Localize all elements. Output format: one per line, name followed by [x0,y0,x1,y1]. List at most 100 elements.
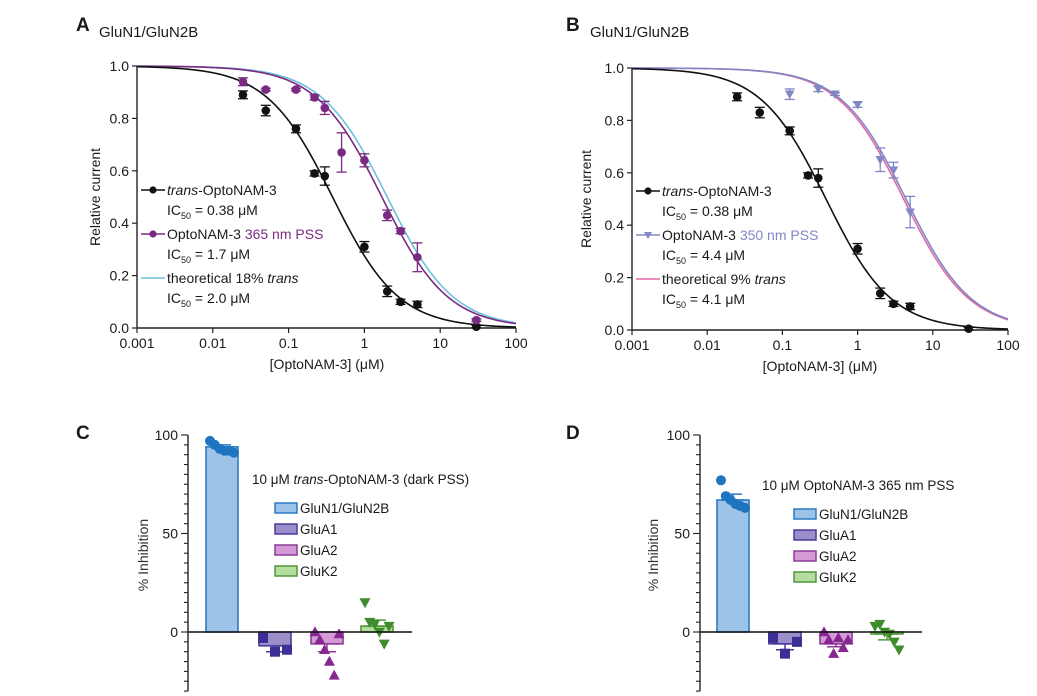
panel-letter-c: C [76,423,90,444]
bar-group-glua1 [258,631,292,657]
legend-main: OptoNAM-3 [662,227,740,243]
data-point [413,252,422,262]
legend: GluN1/GluN2B GluA1 GluA2 GluK2 [274,501,389,579]
legend-swatch [793,571,817,583]
data-point [964,324,973,333]
x-tick-label: 10 [432,335,448,351]
data-point [369,619,381,630]
legend-swatch [274,523,298,535]
data-series-optonam-3-365-nm-pss [237,77,482,325]
ic-label: IC [662,291,676,307]
legend-swatch [793,508,817,520]
x-tick-label: 0.1 [279,335,299,351]
legend-swatch-marker [644,187,652,195]
x-tick-label: 0.01 [694,337,721,353]
y-tick-label: 0.8 [110,110,130,126]
x-tick-label: 100 [504,335,528,351]
data-point [875,289,885,298]
legend-label: OptoNAM-3 350 nm PSS [662,227,818,243]
data-point [320,171,330,181]
y-tick-label: 0 [170,624,178,640]
data-point [378,639,390,650]
data-point [784,90,795,100]
legend-swatch [793,550,817,562]
legend-label: theoretical 9% trans [662,271,786,287]
data-point [853,244,862,254]
ic-value: = 0.38 μM [686,203,753,219]
data-point [740,502,750,513]
data-point [261,85,271,94]
legend-main: theoretical 18% [167,270,267,286]
data-point [889,299,898,309]
x-axis-label-a: [OptoNAM-3] (μM) [270,356,385,372]
panel-b: B GluN1/GluN2B Relative current [OptoNAM… [566,15,1020,374]
data-point [803,171,813,180]
data-point [842,634,854,645]
data-point [472,322,481,331]
legend-swatch-marker [149,230,157,238]
data-point [310,169,319,178]
panel-d: D % Inhibition 0 50 100 10 μM OptoNAM-3 365… [566,423,954,692]
data-point [229,447,239,458]
legend-main: -OptoNAM-3 [693,183,772,199]
legend-main: OptoNAM-3 [167,226,245,242]
data-series-trans-optonam-3 [237,90,482,331]
panel-letter-b: B [566,15,580,36]
ic-value: = 4.1 μM [686,291,745,307]
x-tick-label: 0.01 [199,335,226,351]
data-point [472,315,481,325]
legend-label: GluA2 [300,543,338,558]
bar-group-gluk2 [869,619,905,656]
data-point [852,101,863,110]
bar-group-glun1-glun2b [716,475,750,633]
data-point [261,106,271,115]
legend-italic: trans [662,183,693,199]
annotation-text: -OptoNAM-3 (dark PSS) [324,472,470,487]
data-point [359,598,371,609]
legend-label: GluN1/GluN2B [819,507,908,522]
data-point [792,636,802,647]
ic-label: IC [167,290,181,306]
x-tick-label: 10 [925,337,941,353]
legend-italic: trans [267,270,298,286]
data-point [382,287,392,296]
data-point [875,156,885,165]
y-tick-label: 50 [162,526,178,542]
data-point [337,148,346,157]
legend-label: GluA1 [300,522,338,537]
data-point [291,85,301,94]
legend-ic50: IC50 = 1.7 μM [167,246,250,265]
legend-italic: trans [755,271,786,287]
y-axis-label-d: % Inhibition [645,519,661,591]
y-tick-label: 50 [674,526,690,542]
data-point [323,655,335,666]
ic-label: IC [662,203,676,219]
legend-swatch-marker [644,231,652,240]
legend-colored: 350 nm PSS [740,227,819,243]
ic-label: IC [662,247,676,263]
ic-value: = 0.38 μM [191,202,258,218]
treatment-annotation: 10 μM OptoNAM-3 365 nm PSS [762,478,954,493]
data-point [755,108,765,117]
data-point [320,103,330,113]
legend-swatch [793,529,817,541]
ic-label: IC [167,246,181,262]
ic-subscript: 50 [676,212,686,222]
data-point [360,156,369,165]
data-point [823,634,835,645]
data-point [238,77,248,87]
x-tick-label: 0.001 [119,335,154,351]
data-series-optonam-3-350-nm-pss [784,85,916,229]
data-point [238,90,248,100]
panel-letter-a: A [76,15,90,36]
annotation-text: 10 μM [252,472,294,487]
y-tick-label: 0.2 [110,268,130,284]
legend-ic50: IC50 = 4.1 μM [662,291,745,310]
data-point [413,300,422,309]
ic-subscript: 50 [181,255,191,265]
bar-group-glua1 [768,631,802,659]
x-tick-label: 100 [996,337,1020,353]
data-point [837,642,849,653]
y-axis-label-a: Relative current [87,148,103,246]
data-point [905,208,915,218]
